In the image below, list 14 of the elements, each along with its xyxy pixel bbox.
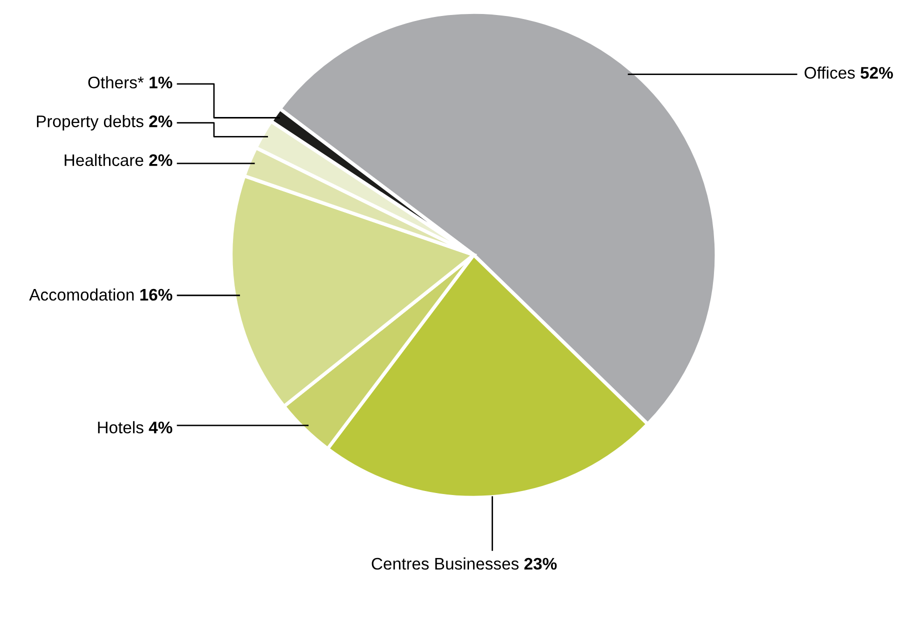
slice-label: Hotels: [98, 421, 144, 434]
slice-label: Property debts: [36, 114, 144, 131]
slice-label: Others*: [88, 76, 144, 88]
slice-label: Offices: [804, 66, 855, 79]
slice-label: Healthcare: [64, 154, 144, 166]
slice-label: Centres Businesses: [372, 557, 519, 570]
data-label: 2%: [149, 115, 172, 128]
data-label: 52%: [860, 66, 893, 79]
slice-label: Accomodation: [29, 288, 134, 301]
data-label: 4%: [148, 422, 172, 434]
data-label: 23%: [524, 558, 557, 570]
data-label: 16%: [140, 288, 172, 301]
data-label: 2%: [149, 154, 172, 166]
data-label: 1%: [150, 76, 172, 88]
